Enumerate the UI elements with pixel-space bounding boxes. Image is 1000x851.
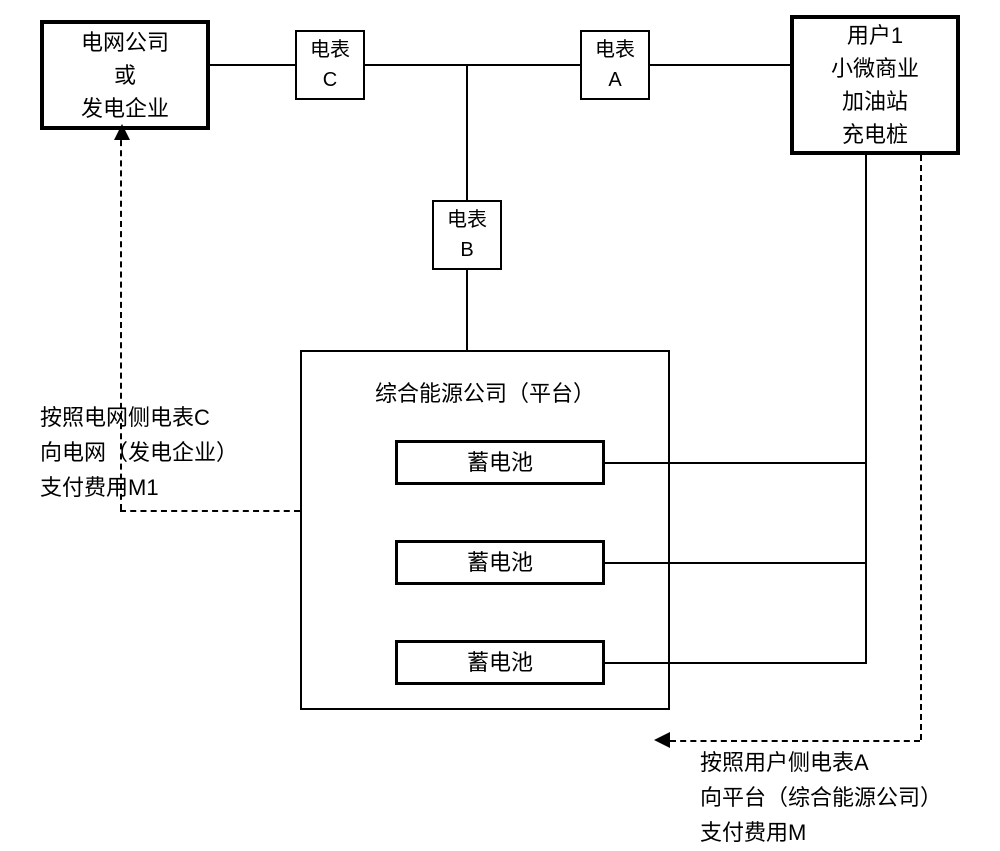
right-note-line1: 按照用户侧电表A — [700, 745, 942, 780]
right-note-label: 按照用户侧电表A 向平台（综合能源公司） 支付费用M — [700, 745, 942, 851]
edge-meterb-to-platform — [466, 270, 468, 350]
user1-line2: 小微商业 — [831, 52, 919, 85]
edge-battery1-to-user — [605, 462, 865, 464]
battery3-box: 蓄电池 — [395, 640, 605, 685]
left-note-line3: 支付费用M1 — [40, 470, 238, 505]
edge-metera-to-user1 — [650, 64, 790, 66]
meter-a-line2: A — [608, 65, 621, 95]
user1-line3: 加油站 — [842, 85, 908, 118]
edge-battery2-to-user — [605, 562, 865, 564]
meter-b-box: 电表 B — [432, 200, 502, 270]
edge-battery3-to-user — [605, 662, 865, 664]
left-note-label: 按照电网侧电表C 向电网（发电企业） 支付费用M1 — [40, 400, 238, 506]
grid-company-line3: 发电企业 — [81, 92, 169, 125]
dashpath-right-v — [920, 155, 922, 740]
left-note-line1: 按照电网侧电表C — [40, 400, 238, 435]
arrow-left-icon — [114, 124, 130, 140]
edge-meterc-to-metera — [365, 64, 580, 66]
meter-a-box: 电表 A — [580, 30, 650, 100]
meter-a-line1: 电表 — [595, 35, 635, 65]
grid-company-line1: 电网公司 — [81, 26, 169, 59]
dashpath-right-h — [670, 740, 920, 742]
battery1-box: 蓄电池 — [395, 440, 605, 485]
battery3-label: 蓄电池 — [467, 646, 533, 679]
right-note-line3: 支付费用M — [700, 815, 942, 850]
user1-box: 用户1 小微商业 加油站 充电桩 — [790, 15, 960, 155]
meter-c-line1: 电表 — [310, 35, 350, 65]
battery2-label: 蓄电池 — [467, 546, 533, 579]
right-note-line2: 向平台（综合能源公司） — [700, 780, 942, 815]
edge-user-vertical-bus — [865, 155, 867, 664]
edge-grid-to-meterc — [210, 64, 295, 66]
grid-company-box: 电网公司 或 发电企业 — [40, 20, 210, 130]
meter-c-box: 电表 C — [295, 30, 365, 100]
dashpath-left-h — [120, 510, 300, 512]
battery2-box: 蓄电池 — [395, 540, 605, 585]
meter-b-line2: B — [460, 235, 473, 265]
edge-bus-to-meterb — [466, 64, 468, 200]
arrow-right-icon — [654, 732, 670, 748]
left-note-line2: 向电网（发电企业） — [40, 435, 238, 470]
platform-label: 综合能源公司（平台） — [375, 377, 595, 410]
meter-c-line2: C — [323, 65, 337, 95]
user1-line1: 用户1 — [847, 19, 903, 52]
meter-b-line1: 电表 — [447, 205, 487, 235]
user1-line4: 充电桩 — [842, 118, 908, 151]
battery1-label: 蓄电池 — [467, 446, 533, 479]
grid-company-line2: 或 — [114, 59, 136, 92]
